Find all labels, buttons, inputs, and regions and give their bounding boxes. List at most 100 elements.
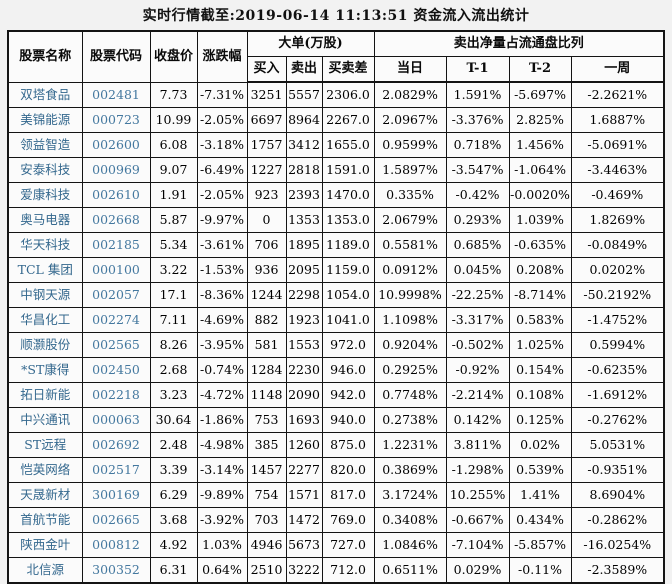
- sell-volume-cell: 1553: [285, 332, 323, 358]
- stock-code-cell[interactable]: 002218: [81, 382, 151, 408]
- t2-ratio-cell: 0.539%: [508, 457, 572, 483]
- buy-sell-diff-cell: 817.0: [321, 482, 375, 508]
- t1-ratio-cell: -22.25%: [445, 282, 510, 308]
- stock-name-cell[interactable]: 首航节能: [7, 507, 83, 533]
- stock-name-cell[interactable]: 安泰科技: [7, 157, 83, 183]
- stock-name-cell[interactable]: 双塔食品: [7, 81, 83, 108]
- buy-volume-cell: 1244: [246, 282, 287, 308]
- sell-volume-cell: 3412: [285, 132, 323, 158]
- stock-code-cell[interactable]: 002610: [81, 182, 151, 208]
- week-ratio-cell: -3.4463%: [570, 157, 665, 183]
- day-ratio-cell: 0.9204%: [373, 332, 447, 358]
- table-row: ST远程 002692 2.48 -4.98% 385 1260 875.0 1.2231% 3…: [7, 432, 665, 458]
- col-header-change-pct: 涨跌幅: [196, 30, 248, 83]
- stock-code-cell[interactable]: 000723: [81, 107, 151, 133]
- stock-code-cell[interactable]: 002185: [81, 232, 151, 258]
- t2-ratio-cell: -5.697%: [508, 81, 572, 108]
- t1-ratio-cell: 0.142%: [445, 407, 510, 433]
- stock-name-cell[interactable]: 天晟新材: [7, 482, 83, 508]
- stock-code-cell[interactable]: 002481: [81, 81, 151, 108]
- t2-ratio-cell: 1.456%: [508, 132, 572, 158]
- col-header-buy: 买入: [246, 56, 287, 83]
- week-ratio-cell: 8.6904%: [570, 482, 665, 508]
- close-price-cell: 6.29: [149, 482, 198, 508]
- sell-volume-cell: 1260: [285, 432, 323, 458]
- change-pct-cell: -2.05%: [196, 182, 248, 208]
- sell-volume-cell: 2095: [285, 257, 323, 283]
- stock-code-cell[interactable]: 300352: [81, 557, 151, 584]
- stock-name-cell[interactable]: 陕西金叶: [7, 532, 83, 558]
- stock-name-cell[interactable]: 领益智造: [7, 132, 83, 158]
- col-header-t2: T-2: [508, 56, 572, 83]
- t1-ratio-cell: -1.298%: [445, 457, 510, 483]
- stock-code-cell[interactable]: 002057: [81, 282, 151, 308]
- stock-name-cell[interactable]: 美锦能源: [7, 107, 83, 133]
- stock-name-cell[interactable]: 拓日新能: [7, 382, 83, 408]
- stock-code-cell[interactable]: 002450: [81, 357, 151, 383]
- stock-code-cell[interactable]: 000100: [81, 257, 151, 283]
- stock-name-cell[interactable]: 奥马电器: [7, 207, 83, 233]
- day-ratio-cell: 0.6511%: [373, 557, 447, 584]
- buy-volume-cell: 1757: [246, 132, 287, 158]
- sell-volume-cell: 1353: [285, 207, 323, 233]
- close-price-cell: 6.31: [149, 557, 198, 584]
- stock-code-cell[interactable]: 002692: [81, 432, 151, 458]
- stock-code-cell[interactable]: 002600: [81, 132, 151, 158]
- stock-code-cell[interactable]: 002274: [81, 307, 151, 333]
- stock-name-cell[interactable]: 顺灏股份: [7, 332, 83, 358]
- change-pct-cell: -2.05%: [196, 107, 248, 133]
- stock-name-cell[interactable]: TCL 集团: [7, 257, 83, 283]
- stock-code-cell[interactable]: 000812: [81, 532, 151, 558]
- t2-ratio-cell: 1.039%: [508, 207, 572, 233]
- sell-volume-cell: 2090: [285, 382, 323, 408]
- table-row: 首航节能 002665 3.68 -3.92% 703 1472 769.0 0.3408% -…: [7, 507, 665, 533]
- buy-sell-diff-cell: 712.0: [321, 557, 375, 584]
- stock-name-cell[interactable]: 中钢天源: [7, 282, 83, 308]
- t2-ratio-cell: 1.025%: [508, 332, 572, 358]
- stock-code-cell[interactable]: 002517: [81, 457, 151, 483]
- buy-sell-diff-cell: 769.0: [321, 507, 375, 533]
- stock-name-cell[interactable]: 恺英网络: [7, 457, 83, 483]
- stock-code-cell[interactable]: 002665: [81, 507, 151, 533]
- close-price-cell: 2.68: [149, 357, 198, 383]
- close-price-cell: 2.48: [149, 432, 198, 458]
- stock-name-cell[interactable]: 中兴通讯: [7, 407, 83, 433]
- close-price-cell: 7.73: [149, 81, 198, 108]
- sell-volume-cell: 2393: [285, 182, 323, 208]
- buy-sell-diff-cell: 940.0: [321, 407, 375, 433]
- day-ratio-cell: 0.0912%: [373, 257, 447, 283]
- day-ratio-cell: 0.335%: [373, 182, 447, 208]
- t2-ratio-cell: -8.714%: [508, 282, 572, 308]
- change-pct-cell: -3.61%: [196, 232, 248, 258]
- buy-sell-diff-cell: 820.0: [321, 457, 375, 483]
- stock-name-cell[interactable]: 华天科技: [7, 232, 83, 258]
- t2-ratio-cell: -5.857%: [508, 532, 572, 558]
- stock-code-cell[interactable]: 000969: [81, 157, 151, 183]
- sell-volume-cell: 5557: [285, 81, 323, 108]
- buy-volume-cell: 1457: [246, 457, 287, 483]
- close-price-cell: 6.08: [149, 132, 198, 158]
- day-ratio-cell: 2.0679%: [373, 207, 447, 233]
- change-pct-cell: -8.36%: [196, 282, 248, 308]
- buy-volume-cell: 3251: [246, 81, 287, 108]
- stock-name-cell[interactable]: 华昌化工: [7, 307, 83, 333]
- stock-name-cell[interactable]: 爱康科技: [7, 182, 83, 208]
- buy-sell-diff-cell: 1470.0: [321, 182, 375, 208]
- t1-ratio-cell: 0.685%: [445, 232, 510, 258]
- t2-ratio-cell: -0.11%: [508, 557, 572, 584]
- table-row: 拓日新能 002218 3.23 -4.72% 1148 2090 942.0 0.7748%…: [7, 382, 665, 408]
- stock-name-cell[interactable]: *ST康得: [7, 357, 83, 383]
- week-ratio-cell: -50.2192%: [570, 282, 665, 308]
- stock-name-cell[interactable]: ST远程: [7, 432, 83, 458]
- table-row: TCL 集团 000100 3.22 -1.53% 936 2095 1159.0 0.091…: [7, 257, 665, 283]
- stock-name-cell[interactable]: 北信源: [7, 557, 83, 584]
- table-row: 安泰科技 000969 9.07 -6.49% 1227 2818 1591.0 1.5897…: [7, 157, 665, 183]
- stock-code-cell[interactable]: 000063: [81, 407, 151, 433]
- table-header: 股票名称 股票代码 收盘价 涨跌幅 大单(万股) 卖出净量占流通盘比列 买入 卖…: [7, 30, 665, 83]
- close-price-cell: 8.26: [149, 332, 198, 358]
- stock-code-cell[interactable]: 002668: [81, 207, 151, 233]
- stock-code-cell[interactable]: 300169: [81, 482, 151, 508]
- t2-ratio-cell: 0.125%: [508, 407, 572, 433]
- stock-code-cell[interactable]: 002565: [81, 332, 151, 358]
- buy-sell-diff-cell: 1054.0: [321, 282, 375, 308]
